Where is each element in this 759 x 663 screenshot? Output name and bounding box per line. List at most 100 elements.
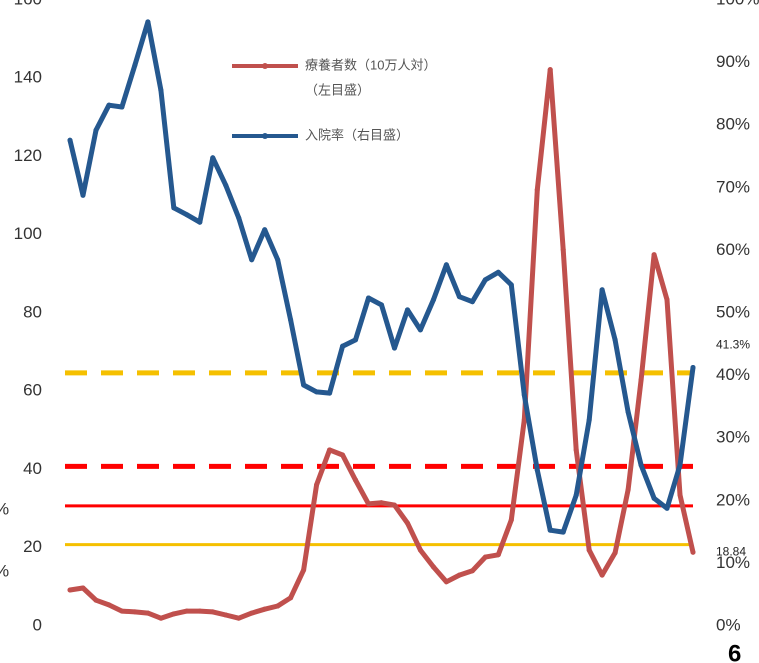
point (184, 608, 190, 614)
y-tick-label: 80 (23, 302, 42, 321)
point (495, 269, 501, 275)
series-line (67, 19, 696, 535)
point (534, 187, 540, 193)
y-tick-label: 0 (33, 615, 42, 634)
edge-label: % (0, 499, 9, 518)
point (664, 297, 670, 303)
point (288, 317, 294, 323)
point (132, 609, 138, 615)
point (625, 487, 631, 493)
point (404, 520, 410, 526)
point (690, 549, 696, 555)
point (171, 205, 177, 211)
y2-tick-label: 50% (716, 302, 750, 321)
point (197, 608, 203, 614)
point (327, 447, 333, 453)
point (262, 606, 268, 612)
point (353, 477, 359, 483)
point (249, 610, 255, 616)
point (327, 390, 333, 396)
point (677, 462, 683, 468)
point (236, 215, 242, 221)
point (482, 277, 488, 283)
y2-tick-label: 40% (716, 365, 750, 384)
y-tick-label: 20 (23, 537, 42, 556)
point (210, 609, 216, 615)
y2-tick-label: 60% (716, 240, 750, 259)
legend-note: （左目盛） (305, 82, 370, 97)
point (534, 467, 540, 473)
point (80, 585, 86, 591)
point (586, 547, 592, 553)
point (223, 612, 229, 618)
point (521, 392, 527, 398)
y2-tick-label: 0% (716, 615, 741, 634)
point (586, 417, 592, 423)
point (93, 597, 99, 603)
point (690, 364, 696, 370)
point (67, 137, 73, 143)
point (443, 579, 449, 585)
y2-tick-label: 10% (716, 553, 750, 572)
point (547, 67, 553, 73)
point (508, 517, 514, 523)
point (236, 615, 242, 621)
point (612, 337, 618, 343)
legend-label: 入院率（右目盛） (305, 127, 409, 142)
point (456, 294, 462, 300)
point (547, 527, 553, 533)
point (132, 62, 138, 68)
point (638, 377, 644, 383)
y-tick-label: 60 (23, 381, 42, 400)
point (145, 610, 151, 616)
legend-label: 療養者数（10万人対） (305, 57, 436, 72)
point (340, 452, 346, 458)
point (379, 302, 384, 308)
point (301, 567, 307, 573)
point (366, 501, 372, 507)
page-number: 6 (728, 640, 741, 663)
point (677, 492, 683, 498)
point (521, 417, 527, 423)
point (404, 307, 410, 313)
point (469, 568, 475, 574)
point (119, 104, 125, 110)
point (223, 182, 229, 188)
point (560, 247, 566, 253)
point (573, 492, 579, 498)
point (314, 389, 320, 395)
point (158, 615, 164, 621)
y2-tick-label: 20% (716, 490, 750, 509)
point (340, 343, 346, 349)
point (599, 572, 605, 578)
point (638, 462, 644, 468)
edge-label: % (0, 561, 9, 580)
point (197, 219, 203, 225)
point (262, 227, 268, 233)
point (443, 262, 449, 268)
point (288, 595, 294, 601)
point (314, 482, 320, 488)
legend-swatch-dot (262, 63, 268, 69)
point (366, 295, 372, 301)
point (106, 102, 112, 108)
series-line (67, 67, 696, 621)
y-tick-label: 160 (14, 0, 42, 8)
point (391, 502, 397, 508)
y-tick-label: 120 (14, 146, 42, 165)
y2-tick-label: 80% (716, 115, 750, 134)
point (184, 212, 190, 218)
y-tick-label: 40 (23, 459, 42, 478)
point (664, 505, 670, 511)
point (430, 297, 436, 303)
y-tick-label: 140 (14, 68, 42, 87)
point (171, 611, 177, 617)
point (275, 257, 281, 263)
point (379, 500, 384, 506)
point (391, 345, 397, 351)
point (651, 495, 657, 501)
point (249, 257, 255, 263)
data-label: 18.84 (716, 544, 746, 558)
point (612, 550, 618, 556)
